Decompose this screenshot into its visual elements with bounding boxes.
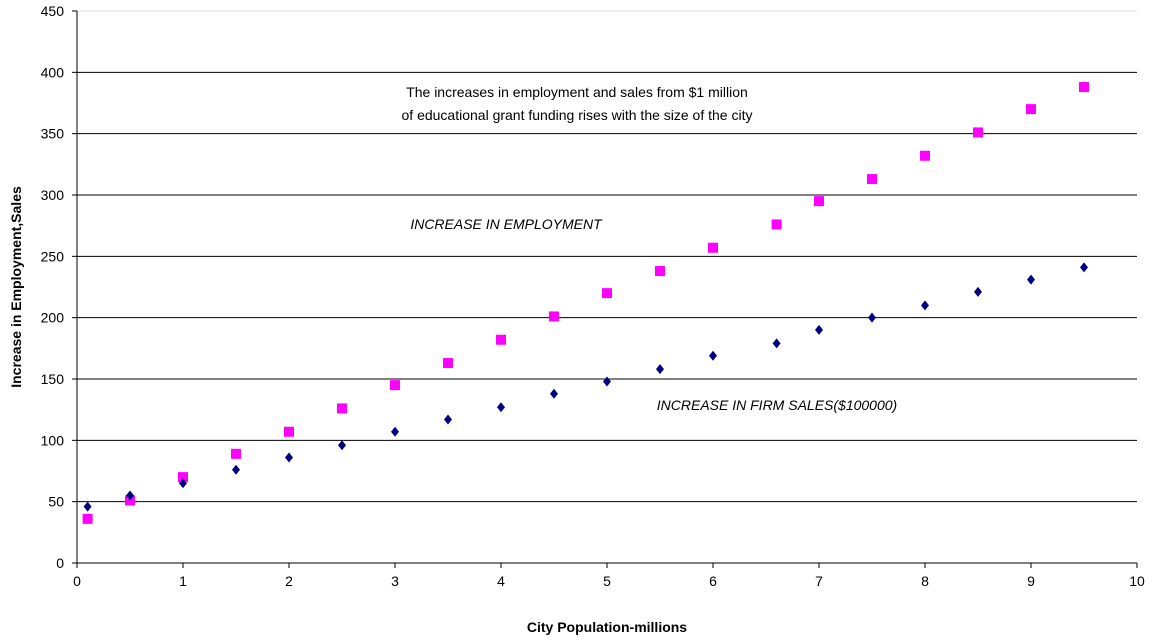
employment-point: [867, 174, 877, 185]
sales-point: [603, 376, 611, 387]
sales-point: [497, 402, 505, 413]
y-tick-label: 0: [56, 555, 64, 571]
employment-point: [178, 472, 188, 483]
employment-point: [1079, 82, 1089, 93]
sales-point: [550, 388, 558, 399]
sales-point: [1027, 274, 1035, 285]
sales-point: [709, 350, 717, 361]
employment-point: [82, 513, 93, 524]
x-axis-title: City Population-millions: [527, 619, 687, 635]
employment-point: [284, 426, 294, 437]
x-tick-label: 9: [1027, 573, 1035, 589]
x-tick-label: 3: [391, 573, 399, 589]
employment-point: [496, 334, 506, 345]
x-tick-labels: 0 1 2 3 4 5 6 7 8 9 10: [73, 573, 1145, 589]
y-tick-label: 50: [48, 494, 64, 510]
sales-point: [126, 490, 134, 501]
employment-point: [973, 127, 983, 138]
sales-point: [868, 312, 876, 323]
x-tick-label: 0: [73, 573, 81, 589]
y-tick-label: 350: [41, 126, 65, 142]
y-tick-label: 200: [41, 310, 65, 326]
y-tick-labels: 0 50 100 150 200 250 300 350 400 450: [41, 3, 65, 571]
y-tick-label: 100: [41, 432, 65, 448]
x-tick-label: 2: [285, 573, 293, 589]
sales-point: [974, 286, 982, 297]
sales-series-label: INCREASE IN FIRM SALES($100000): [657, 397, 897, 413]
axes: [72, 10, 1138, 568]
sales-point: [338, 440, 346, 451]
sales-point: [772, 338, 781, 349]
sales-point: [391, 426, 399, 437]
employment-point: [771, 219, 782, 230]
sales-point: [444, 414, 452, 425]
annotation-line-1: The increases in employment and sales fr…: [406, 84, 748, 100]
employment-point: [708, 242, 718, 253]
y-tick-label: 450: [41, 3, 65, 19]
x-tick-label: 10: [1129, 573, 1145, 589]
y-tick-label: 150: [41, 371, 65, 387]
gridlines: [77, 10, 1137, 503]
employment-point: [443, 358, 453, 369]
sales-point: [921, 300, 929, 311]
y-axis-title: Increase in Employment,Sales: [8, 186, 24, 388]
employment-point: [1026, 104, 1036, 115]
x-tick-label: 7: [815, 573, 823, 589]
employment-point: [602, 288, 612, 299]
sales-point: [1080, 262, 1088, 273]
employment-point: [814, 196, 824, 207]
annotation-line-2: of educational grant funding rises with …: [402, 107, 753, 123]
sales-point: [285, 452, 293, 463]
sales-point: [83, 501, 92, 512]
employment-point: [655, 266, 665, 277]
sales-point: [815, 324, 823, 335]
x-tick-label: 4: [497, 573, 505, 589]
y-tick-label: 400: [41, 64, 65, 80]
employment-point: [337, 403, 347, 414]
y-tick-label: 250: [41, 248, 65, 264]
x-tick-label: 5: [603, 573, 611, 589]
data-points: [82, 82, 1089, 524]
employment-point: [920, 150, 930, 161]
employment-point: [231, 448, 241, 459]
employment-point: [549, 311, 559, 322]
employment-point: [390, 380, 400, 391]
sales-point: [232, 464, 240, 475]
y-tick-label: 300: [41, 187, 65, 203]
employment-series-label: INCREASE IN EMPLOYMENT: [410, 216, 603, 232]
x-tick-label: 6: [709, 573, 717, 589]
sales-point: [179, 478, 187, 489]
sales-point: [656, 364, 664, 375]
x-tick-label: 8: [921, 573, 929, 589]
x-tick-label: 1: [179, 573, 187, 589]
